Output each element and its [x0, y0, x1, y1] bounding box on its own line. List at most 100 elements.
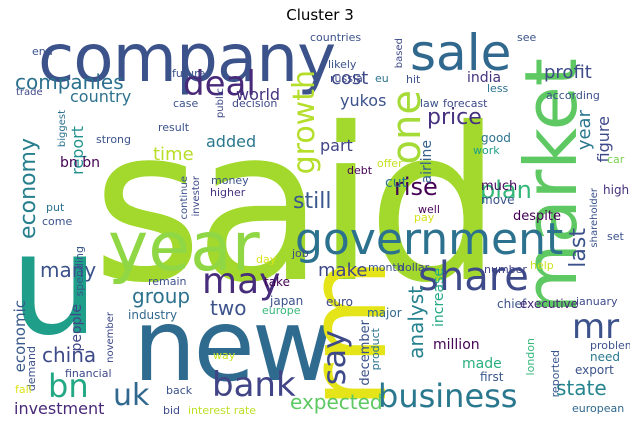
word: dollar — [398, 261, 430, 274]
word: share — [418, 254, 529, 300]
word: likely — [328, 58, 357, 71]
word: investor — [191, 176, 202, 217]
word: make — [318, 260, 368, 281]
word: strong — [96, 133, 132, 146]
word: hit — [406, 73, 421, 86]
word: fall — [15, 383, 32, 396]
word: business — [378, 377, 518, 415]
word: eu — [375, 72, 389, 85]
word: first — [480, 370, 504, 384]
word: public — [215, 88, 226, 119]
word: airline — [419, 140, 435, 184]
word: industry — [128, 308, 178, 322]
word: based — [394, 38, 405, 69]
word: much — [481, 179, 518, 194]
word: job — [292, 247, 309, 260]
word: state — [556, 376, 607, 400]
word: spending — [73, 246, 86, 297]
word: expected — [290, 390, 383, 414]
word: profit — [544, 62, 592, 83]
word: higher — [210, 186, 246, 199]
word: future — [172, 67, 206, 80]
word: u — [10, 204, 99, 367]
word: law — [420, 97, 439, 110]
word: decision — [232, 97, 278, 110]
word: group — [132, 284, 191, 308]
word: set — [607, 230, 624, 243]
word: pay — [414, 211, 435, 224]
word: million — [433, 337, 480, 353]
word: work — [473, 144, 500, 157]
word: despite — [513, 209, 561, 224]
word: bn bn — [60, 155, 100, 171]
word: europe — [262, 304, 301, 317]
word: part — [320, 136, 353, 155]
word: case — [173, 97, 199, 110]
word: time — [153, 144, 194, 165]
word: two — [210, 296, 247, 320]
word: growth — [287, 70, 322, 175]
word: deal — [183, 64, 256, 104]
word: bid — [163, 404, 181, 417]
chart-title: Cluster 3 — [286, 6, 354, 24]
word: day — [256, 253, 277, 266]
word: year — [574, 110, 595, 151]
word: bn — [48, 367, 89, 405]
word: rise — [394, 173, 438, 201]
word: japan — [270, 294, 304, 308]
word: london — [524, 338, 537, 376]
word: well — [418, 203, 440, 216]
word: help — [530, 259, 554, 272]
word: car — [607, 153, 625, 166]
word: remain — [148, 275, 187, 288]
word: company — [38, 28, 336, 97]
word: increase — [431, 268, 447, 328]
word: bank — [212, 365, 296, 405]
word: move — [481, 193, 515, 207]
word: offer — [377, 157, 403, 170]
word: result — [158, 121, 190, 134]
word: forecast — [443, 97, 488, 110]
word: january — [576, 295, 618, 308]
word: export — [575, 363, 614, 377]
word: uk — [113, 378, 150, 413]
word: new — [133, 287, 334, 404]
word: product — [369, 328, 382, 371]
word: problem — [590, 339, 630, 352]
word: last — [566, 228, 591, 268]
word: added — [206, 132, 257, 151]
word: money — [211, 174, 249, 187]
word: investment — [14, 399, 105, 418]
word: countries — [310, 31, 362, 44]
word: reported — [549, 350, 562, 398]
word: executive — [520, 297, 579, 311]
word: high — [603, 183, 630, 197]
word: russia — [330, 72, 363, 85]
word: biggest — [57, 110, 68, 148]
word: number — [484, 263, 527, 276]
word: need — [590, 350, 620, 364]
word: people — [69, 304, 85, 352]
word: financial — [65, 367, 112, 380]
word: end — [32, 45, 53, 58]
word: interest rate — [188, 404, 257, 417]
word: less — [487, 82, 509, 95]
word: back — [166, 384, 193, 397]
word: said — [92, 82, 502, 329]
word: way — [213, 349, 236, 362]
word: sale — [410, 28, 512, 82]
word: analyst — [404, 286, 428, 359]
word: still — [293, 189, 332, 214]
word: cost — [331, 68, 369, 89]
word: china — [42, 343, 97, 367]
word: country — [70, 87, 132, 106]
word: good — [481, 131, 511, 145]
word: mr — [572, 307, 620, 347]
word: european — [572, 402, 625, 415]
word: debt — [347, 164, 373, 177]
word: government — [295, 214, 564, 265]
word: put — [46, 201, 65, 214]
word: plan — [480, 176, 532, 204]
word: continue — [179, 176, 190, 220]
word: trade — [16, 87, 43, 98]
